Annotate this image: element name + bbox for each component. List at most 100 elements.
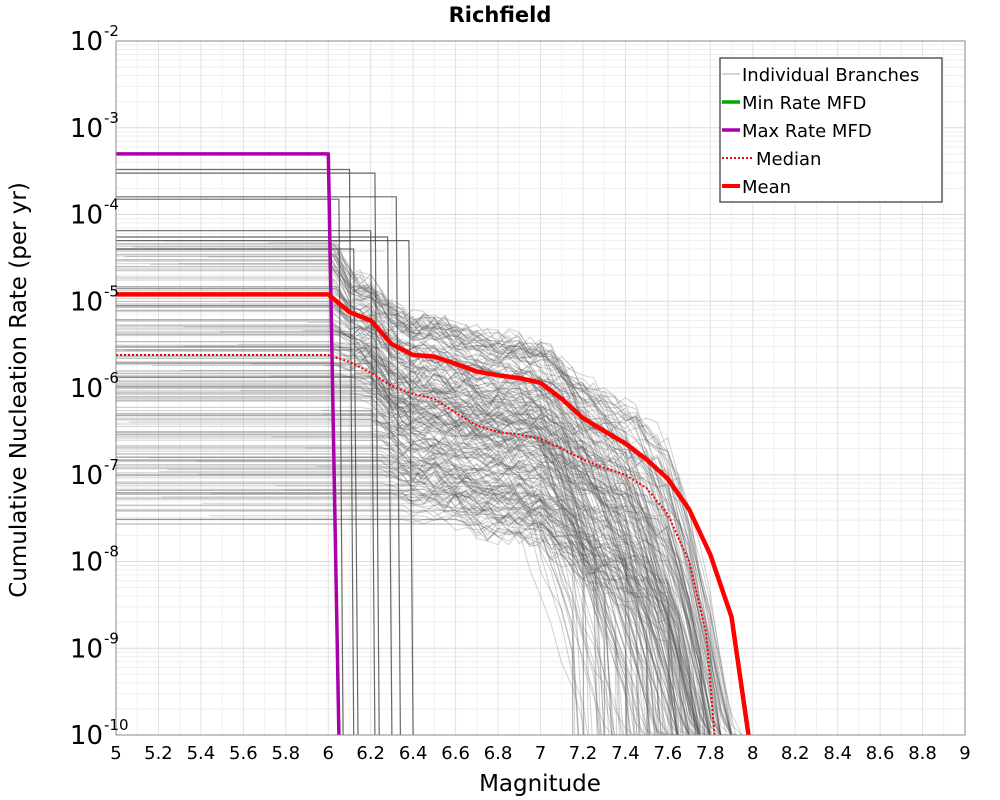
branch-line: [116, 370, 630, 736]
x-tick-label: 7.4: [611, 743, 640, 764]
branch-line: [116, 236, 393, 736]
branch-line: [116, 292, 712, 736]
branch-line: [116, 415, 627, 736]
branch-line: [116, 389, 704, 736]
x-tick-label: 7.2: [569, 743, 598, 764]
branch-line: [116, 362, 620, 736]
branch-line: [116, 492, 646, 736]
x-tick-label: 5.4: [187, 743, 216, 764]
branch-line: [116, 344, 650, 736]
branch-line: [116, 459, 738, 736]
branch-line: [321, 410, 641, 736]
branch-line: [116, 519, 585, 736]
y-tick-label: 10: [70, 461, 103, 491]
branch-line: [116, 492, 740, 736]
branch-line: [116, 483, 705, 736]
branch-line: [116, 397, 679, 736]
branch-line: [116, 306, 585, 736]
y-tick-exponent: -9: [104, 629, 119, 647]
branch-line: [275, 485, 600, 736]
branch-line: [116, 418, 742, 736]
branch-line: [116, 346, 670, 736]
branch-line: [116, 492, 722, 736]
branch-line: [329, 419, 674, 736]
branch-line: [116, 492, 733, 736]
branch-line: [116, 385, 734, 736]
branch-line: [116, 494, 688, 736]
branch-line: [116, 391, 719, 736]
series-median: [116, 354, 716, 736]
branch-line: [116, 436, 601, 736]
branch-line: [271, 436, 651, 736]
branch-line: [116, 410, 579, 736]
branch-line: [116, 504, 657, 736]
y-tick-exponent: -10: [104, 716, 129, 734]
branch-line: [116, 392, 610, 736]
branch-line: [116, 240, 414, 736]
branch-line: [116, 431, 638, 736]
branch-line: [116, 276, 715, 736]
branch-line: [116, 434, 635, 736]
y-tick-exponent: -2: [104, 22, 119, 40]
branch-line: [116, 505, 706, 736]
y-axis-label: Cumulative Nucleation Rate (per yr): [6, 182, 32, 598]
branch-line: [335, 342, 714, 736]
x-tick-label: 6.2: [356, 743, 385, 764]
y-tick-label: 10: [70, 201, 103, 231]
branch-line: [116, 355, 649, 736]
branch-line: [210, 492, 742, 736]
branch-line: [116, 517, 635, 736]
branch-line: [116, 464, 613, 736]
branch-line: [116, 448, 719, 736]
branch-line: [116, 490, 673, 736]
y-tick-exponent: -6: [104, 369, 119, 387]
branch-line: [116, 259, 732, 736]
branch-line: [116, 453, 657, 736]
branch-line: [116, 331, 750, 736]
branch-line: [116, 412, 628, 736]
branch-line: [202, 503, 708, 736]
branch-line: [116, 446, 737, 736]
y-tick-labels: 10-210-310-410-510-610-710-810-910-10: [70, 22, 129, 751]
branch-line: [116, 400, 675, 736]
y-tick-label: 10: [70, 27, 103, 57]
branch-line: [116, 386, 678, 736]
branch-line: [116, 345, 666, 736]
branch-line: [196, 460, 603, 736]
branch-line: [116, 279, 704, 736]
branch-line: [337, 347, 694, 736]
x-tick-label: 7.6: [654, 743, 683, 764]
branch-line: [116, 293, 709, 736]
branch-line: [116, 250, 721, 736]
y-tick-label: 10: [70, 548, 103, 578]
x-tick-label: 6.8: [484, 743, 513, 764]
branch-line: [116, 376, 618, 736]
branch-line: [116, 268, 732, 736]
x-tick-label: 7.8: [696, 743, 725, 764]
x-tick-label: 9: [959, 743, 970, 764]
branch-line: [116, 381, 640, 736]
branch-line: [116, 466, 680, 736]
branch-line: [116, 255, 727, 736]
branch-line: [129, 421, 713, 736]
branch-line: [116, 444, 632, 736]
branch-line: [116, 325, 640, 736]
branch-line: [150, 263, 648, 736]
branch-line: [116, 362, 722, 736]
branch-line: [116, 305, 716, 736]
branch-line: [116, 387, 743, 736]
branch-line: [116, 300, 678, 736]
branch-line: [116, 324, 712, 736]
branch-line: [116, 372, 673, 736]
branch-line: [116, 244, 628, 736]
branch-line: [116, 266, 636, 736]
branch-line: [116, 425, 651, 736]
branch-line: [116, 254, 671, 736]
branch-line: [116, 319, 697, 736]
branch-line: [116, 376, 742, 736]
legend-label-min-rate: Min Rate MFD: [742, 93, 866, 114]
branch-line: [116, 461, 718, 736]
branch-line: [252, 363, 730, 736]
x-tick-label: 8.6: [866, 743, 895, 764]
branch-line: [116, 362, 677, 736]
